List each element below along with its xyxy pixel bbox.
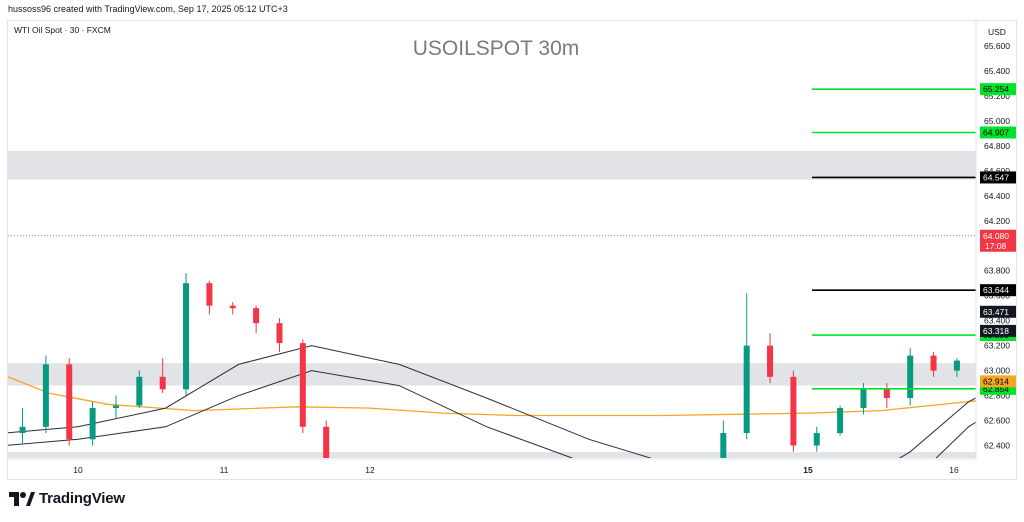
candle-body-21: [883, 389, 890, 399]
candle-body-23: [930, 355, 937, 371]
candle-body-7: [183, 283, 190, 390]
ema-long-line: [8, 376, 976, 417]
plot-area: [8, 88, 1007, 458]
chart-frame[interactable]: 62.400 62.600 62.800 63.000 63.200 63.400 63.6…: [7, 20, 1017, 480]
y-tick-label: 62.400: [984, 441, 1010, 451]
candle-body-12: [299, 343, 306, 427]
candle-body-14: [720, 433, 727, 458]
level-tag-3-bg: [980, 284, 1016, 297]
y-tick-label: 64.600: [984, 166, 1010, 176]
y-tick-label: 62.600: [984, 416, 1010, 426]
tradingview-brand-text: TradingView: [39, 490, 125, 507]
candle-body-10: [253, 308, 260, 324]
y-tick-label: 63.400: [984, 316, 1010, 326]
indicator-tag-1-bg: [980, 324, 1016, 337]
y-tick-label: 63.800: [984, 266, 1010, 276]
candle-body-3: [89, 408, 96, 440]
level-tag-2-bg: [980, 171, 1016, 184]
level-tag-1-bg: [980, 126, 1016, 139]
x-tick-label: 16: [949, 465, 959, 475]
candle-body-20: [860, 389, 867, 409]
tradingview-logo-icon: [9, 491, 35, 506]
zone-band-0: [8, 150, 976, 180]
candle-body-13: [323, 426, 330, 458]
x-tick-label: 15: [803, 465, 813, 475]
attribution-text: hussoss96 created with TradingView.com, …: [8, 4, 288, 14]
level-tag-1: 64.907: [983, 127, 1009, 137]
candle-body-5: [136, 376, 143, 406]
bottom-band: [8, 452, 976, 458]
candle-body-17: [790, 376, 797, 446]
level-tag-5: 62.854: [983, 384, 1009, 394]
chart-title: USOILSPOT 30m: [413, 37, 580, 60]
x-tick-label: 10: [73, 465, 83, 475]
y-tick-label: 63.000: [984, 366, 1010, 376]
x-tick-label: 11: [220, 465, 229, 475]
last-price-tag-countdown: 17:08: [985, 241, 1007, 251]
indicator-tag-1: 63.318: [983, 326, 1009, 336]
indicator-tag-2: 62.914: [983, 376, 1009, 386]
y-tick-label: 62.800: [984, 391, 1010, 401]
candle-body-2: [66, 364, 73, 440]
currency-label: USD: [988, 27, 1006, 37]
candle-body-1: [42, 364, 49, 427]
candle-body-18: [813, 433, 820, 446]
y-tick-label: 65.400: [984, 66, 1010, 76]
candle-body-6: [159, 376, 166, 390]
level-tag-3: 63.644: [983, 285, 1009, 295]
candle-body-26: [1001, 352, 1007, 364]
candle-body-8: [206, 283, 213, 306]
zone-band-1: [8, 363, 976, 386]
price-chart[interactable]: 62.400 62.600 62.800 63.000 63.200 63.400 63.6…: [8, 21, 1018, 481]
y-tick-label: 63.200: [984, 341, 1010, 351]
tradingview-logo: TradingView: [9, 490, 125, 507]
band-lower-line: [8, 370, 976, 458]
indicator-tag-0: 63.471: [983, 307, 1009, 317]
last-price-tag-bg: [980, 229, 1016, 252]
level-tag-0: 65.254: [983, 84, 1009, 94]
indicator-tag-2-bg: [980, 375, 1016, 388]
y-tick-label: 65.200: [984, 91, 1010, 101]
y-tick-label: 65.600: [984, 41, 1010, 51]
y-tick-label: 65.000: [984, 116, 1010, 126]
symbol-label: WTI Oil Spot · 30 · FXCM: [14, 25, 111, 35]
level-tag-0-bg: [980, 83, 1016, 96]
candle-body-0: [19, 426, 26, 434]
y-tick-label: 64.400: [984, 191, 1010, 201]
candle-body-9: [229, 305, 236, 309]
band-upper-line: [8, 345, 976, 458]
y-tick-label: 64.800: [984, 141, 1010, 151]
candle-body-4: [112, 405, 119, 409]
x-tick-label: 12: [365, 465, 375, 475]
level-tag-2: 64.547: [983, 172, 1009, 182]
last-price-tag: 64.080: [983, 231, 1009, 241]
candle-body-16: [767, 345, 774, 377]
y-tick-label: 64.200: [984, 216, 1010, 226]
candle-body-19: [837, 408, 844, 434]
candle-body-24: [953, 360, 960, 371]
candle-body-22: [907, 355, 914, 399]
candle-body-25: [977, 352, 983, 361]
candle-body-11: [276, 323, 283, 344]
indicator-tag-0-bg: [980, 305, 1016, 318]
candle-body-15: [743, 345, 750, 434]
